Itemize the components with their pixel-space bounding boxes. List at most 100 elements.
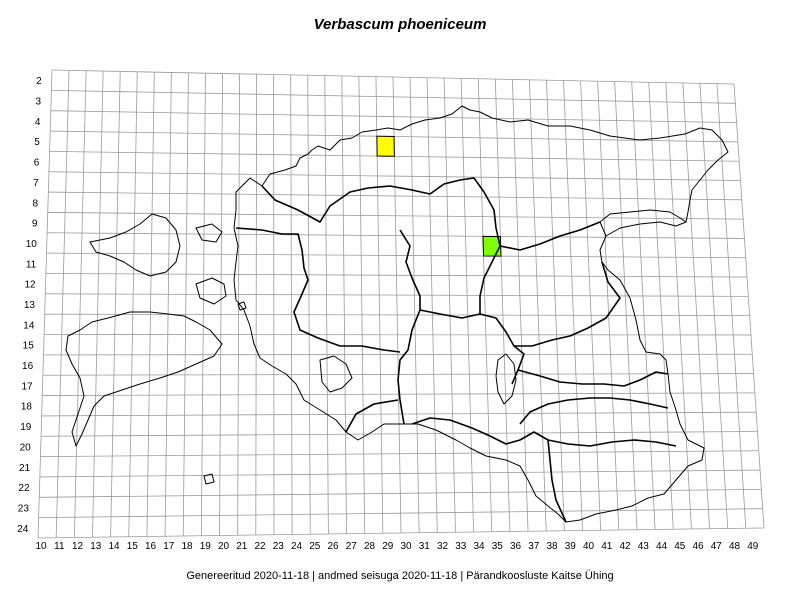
saaremaa-island	[65, 311, 223, 447]
grid-line-vertical	[92, 71, 104, 538]
x-tick-label: 25	[309, 541, 321, 552]
grid-line-vertical	[597, 81, 620, 531]
county-border	[547, 439, 567, 523]
x-tick-label: 16	[145, 541, 157, 552]
grid-line-horizontal	[50, 110, 737, 124]
grid-line-horizontal	[39, 488, 762, 498]
x-tick-label: 30	[401, 541, 413, 552]
grid-line-vertical	[682, 82, 710, 529]
grid-line-horizontal	[51, 89, 736, 104]
grid-line-vertical	[648, 82, 674, 530]
grid-line-vertical	[563, 80, 583, 531]
grid-line-vertical	[546, 80, 565, 531]
x-tick-label: 46	[693, 541, 705, 552]
occurrence-cell	[376, 135, 395, 157]
grid-line-horizontal	[51, 69, 735, 85]
x-tick-label: 35	[492, 541, 504, 552]
y-tick-label: 11	[26, 259, 37, 270]
grid-line-vertical	[128, 71, 138, 537]
x-tick-label: 31	[419, 541, 431, 552]
grid-line-vertical	[290, 74, 293, 535]
grid-line-vertical	[580, 80, 602, 531]
x-tick-label: 12	[72, 541, 84, 552]
grid-line-vertical	[699, 83, 729, 529]
x-tick-label: 17	[163, 541, 175, 552]
y-tick-label: 7	[33, 178, 39, 189]
grid-line-vertical	[716, 83, 747, 529]
x-tick-label: 36	[510, 541, 522, 552]
county-border	[419, 309, 525, 385]
x-tick-label: 21	[236, 541, 248, 552]
grid-line-horizontal	[37, 527, 765, 539]
x-tick-label: 44	[656, 541, 668, 552]
y-tick-label: 8	[32, 198, 38, 209]
y-tick-label: 6	[34, 158, 40, 169]
county-border	[499, 221, 601, 251]
y-tick-label: 4	[35, 117, 41, 128]
y-tick-label: 24	[17, 524, 29, 535]
grid-line-horizontal	[43, 353, 753, 356]
county-border	[345, 399, 399, 433]
grid-line-vertical	[733, 83, 765, 529]
x-tick-label: 10	[36, 541, 48, 552]
county-border	[261, 177, 501, 247]
grid-line-horizontal	[38, 508, 763, 519]
grid-line-horizontal	[44, 313, 750, 317]
county-border	[479, 245, 501, 314]
y-tick-label: 19	[20, 422, 32, 433]
grid-line-vertical	[341, 75, 347, 534]
x-tick-label: 15	[127, 541, 139, 552]
x-tick-label: 20	[218, 541, 230, 552]
grid-line-vertical	[200, 73, 206, 536]
grid-line-vertical	[219, 73, 223, 536]
x-tick-label: 43	[638, 541, 650, 552]
y-tick-label: 16	[22, 361, 34, 372]
county-border	[235, 227, 401, 353]
grid-line-horizontal	[47, 212, 744, 220]
grid-line-horizontal	[39, 469, 761, 478]
y-tick-label: 18	[21, 402, 33, 413]
estonia-outline	[65, 105, 729, 523]
y-tick-label: 12	[24, 280, 36, 291]
grid	[37, 69, 765, 539]
x-tick-label: 18	[182, 541, 194, 552]
x-tick-label: 45	[674, 541, 686, 552]
grid-line-vertical	[358, 76, 366, 534]
grid-line-vertical	[665, 82, 692, 530]
vormsi-island	[195, 223, 223, 243]
grid-line-vertical	[460, 78, 474, 533]
y-tick-label: 23	[18, 503, 30, 514]
grid-line-horizontal	[41, 431, 758, 437]
county-borders	[235, 177, 677, 523]
grid-line-vertical	[37, 69, 53, 539]
y-tick-label: 22	[18, 483, 30, 494]
county-border	[411, 417, 549, 445]
y-tick-label: 14	[23, 320, 35, 331]
x-tick-label: 22	[255, 541, 267, 552]
parnu-bay	[319, 355, 353, 393]
grid-line-vertical	[146, 72, 155, 537]
kihnu-island	[203, 473, 215, 485]
lake-peipus	[599, 209, 687, 237]
grid-line-horizontal	[46, 252, 746, 259]
grid-line-vertical	[631, 81, 656, 530]
x-tick-label: 11	[54, 541, 65, 552]
y-tick-label: 13	[24, 300, 36, 311]
y-tick-label: 20	[20, 442, 32, 453]
grid-line-vertical	[494, 79, 511, 532]
grid-line-horizontal	[48, 171, 741, 181]
grid-line-vertical	[511, 79, 529, 532]
county-border	[397, 229, 421, 425]
y-tick-label: 21	[19, 463, 31, 474]
x-axis-labels: 10 11 12 13 14 15 16 17 18 19 20 21 22 23 24 25 26 27 28 29…	[36, 541, 759, 552]
small-islet	[237, 301, 247, 311]
grid-line-vertical	[324, 75, 329, 535]
hiiumaa-island	[89, 213, 181, 277]
county-border	[547, 439, 677, 447]
y-tick-label: 3	[36, 97, 42, 108]
mainland-coastline	[233, 105, 729, 523]
county-border	[514, 261, 621, 347]
grid-line-vertical	[426, 77, 438, 533]
